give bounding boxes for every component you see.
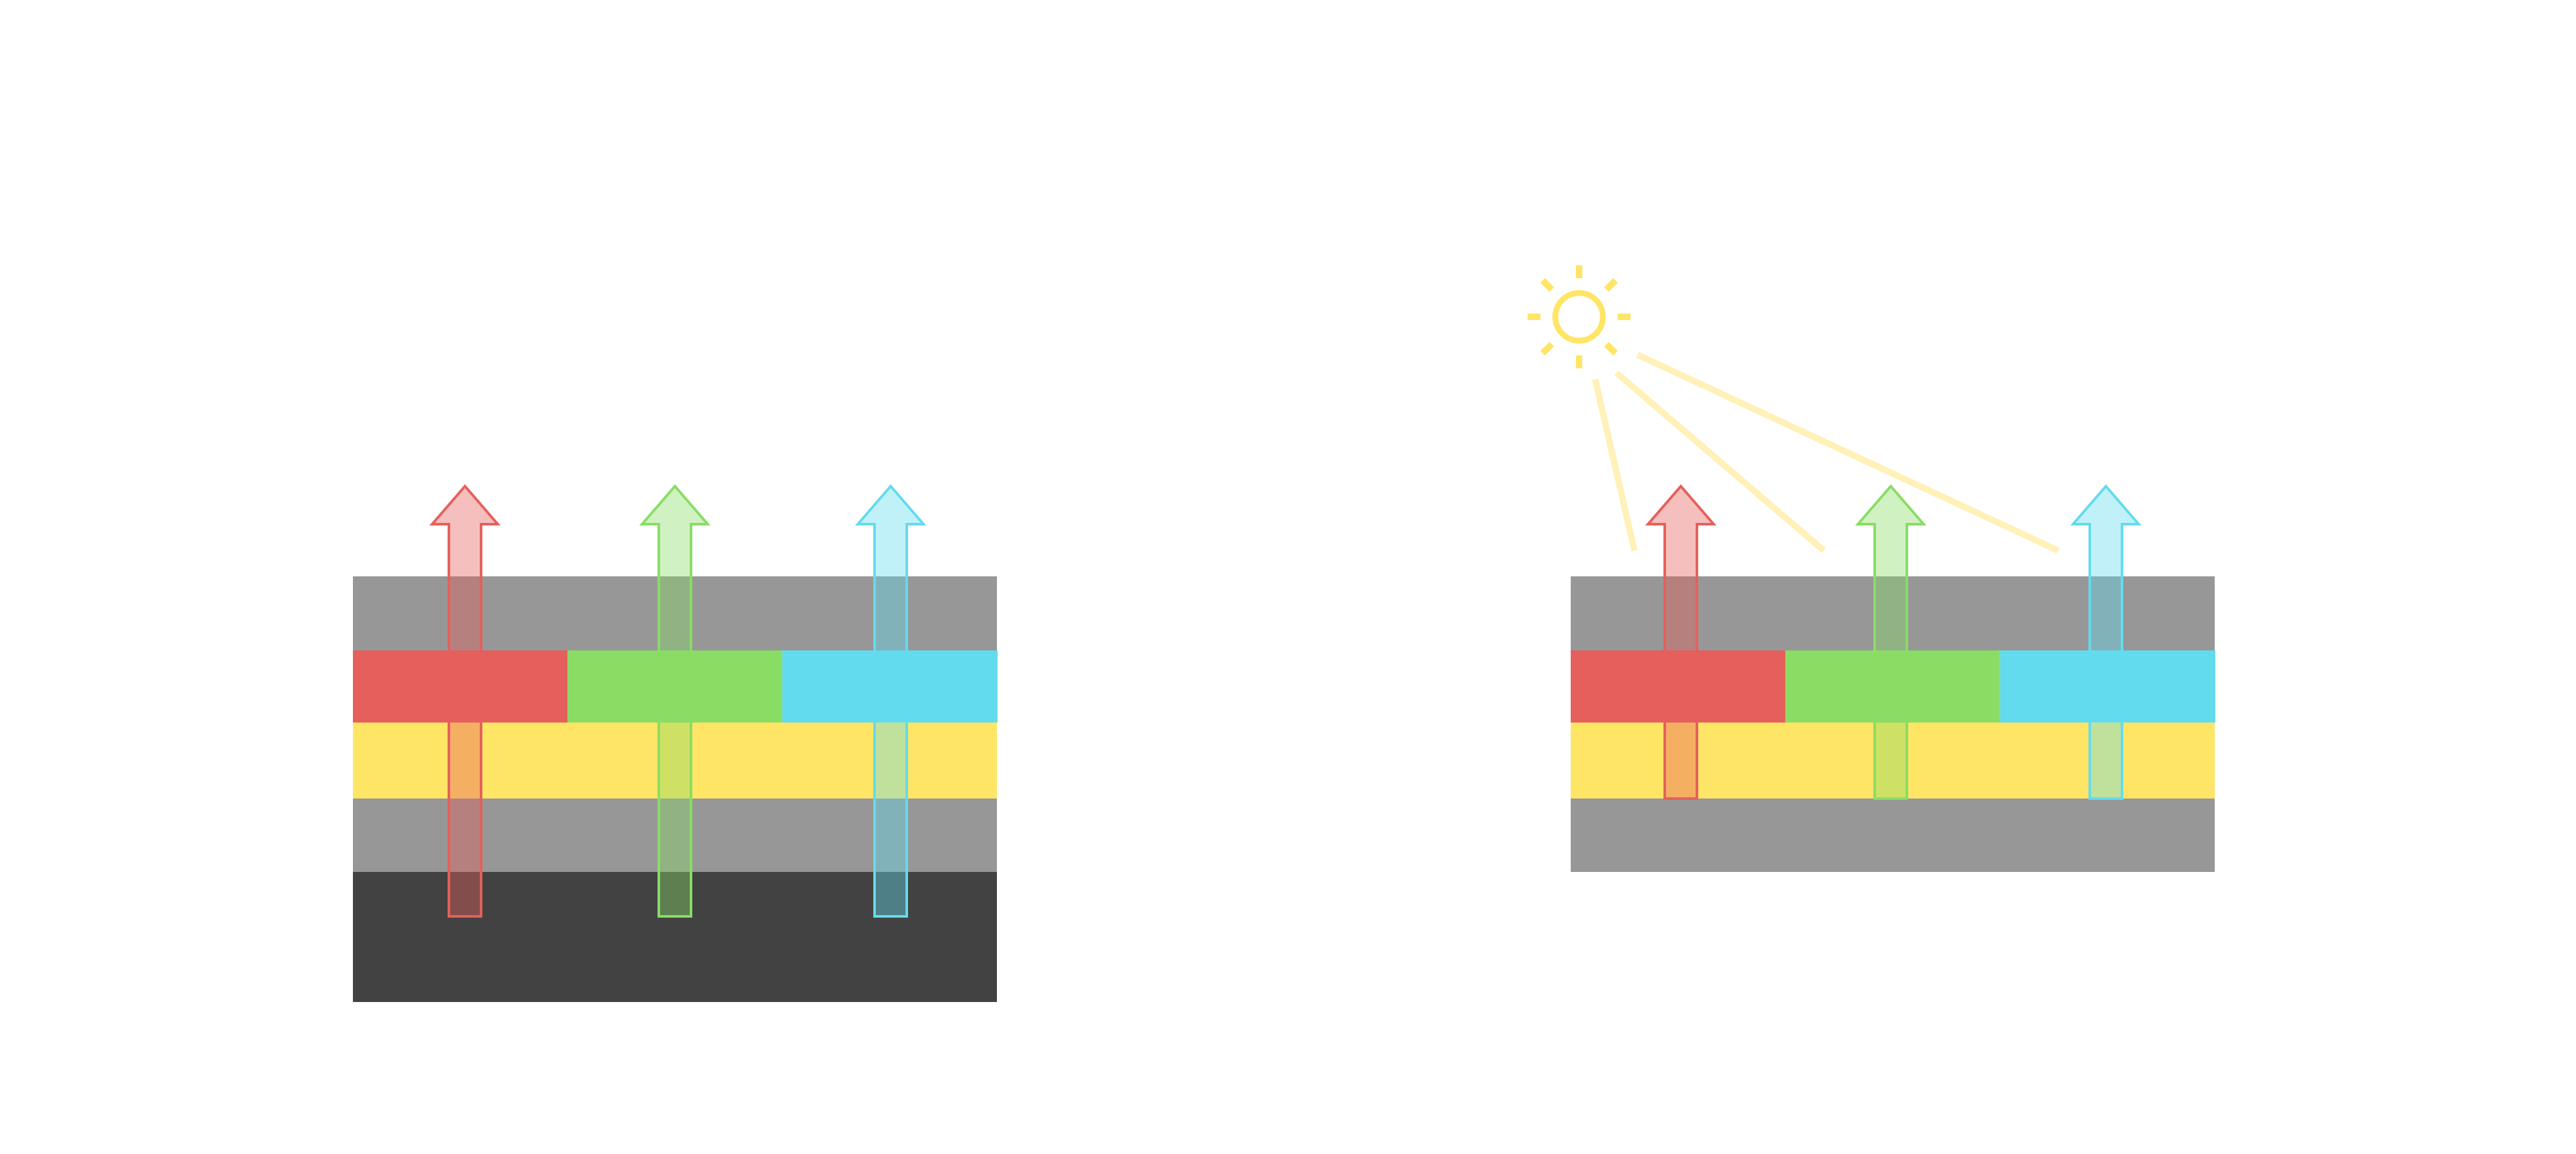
sun-icon (1528, 265, 1631, 368)
bottom-gray-layer (1571, 799, 2215, 872)
green-subpixel (1785, 650, 2000, 723)
top-gray-layer (1571, 576, 2215, 650)
dark-backlight-layer (353, 872, 997, 1002)
ambient-light-ray (1592, 378, 1638, 552)
cyan-light-arrow (855, 484, 927, 918)
green-light-arrow (1855, 484, 1927, 800)
sun-disc (1552, 290, 1606, 344)
red-subpixel (1571, 650, 1786, 723)
yellow-layer (1571, 723, 2215, 799)
bottom-gray-layer (353, 799, 997, 872)
cyan-subpixel (782, 650, 998, 723)
backlit-display-stack (353, 484, 998, 1002)
green-light-arrow (639, 484, 711, 918)
ambient-light-ray (1614, 370, 1826, 553)
red-light-arrow (429, 484, 501, 918)
cyan-light-arrow (2070, 484, 2142, 800)
cyan-subpixel (2000, 650, 2215, 723)
sun-ray (1540, 278, 1555, 292)
sun-ray (1604, 341, 1618, 356)
sun-ray (1540, 341, 1555, 356)
sun-ray (1604, 278, 1618, 292)
reflective-display-stack (1571, 484, 2215, 872)
yellow-layer (353, 723, 997, 799)
red-light-arrow (1645, 484, 1717, 800)
ambient-light-ray (1636, 352, 2060, 554)
top-gray-layer (353, 576, 997, 650)
green-subpixel (567, 650, 782, 723)
red-subpixel (353, 650, 568, 723)
